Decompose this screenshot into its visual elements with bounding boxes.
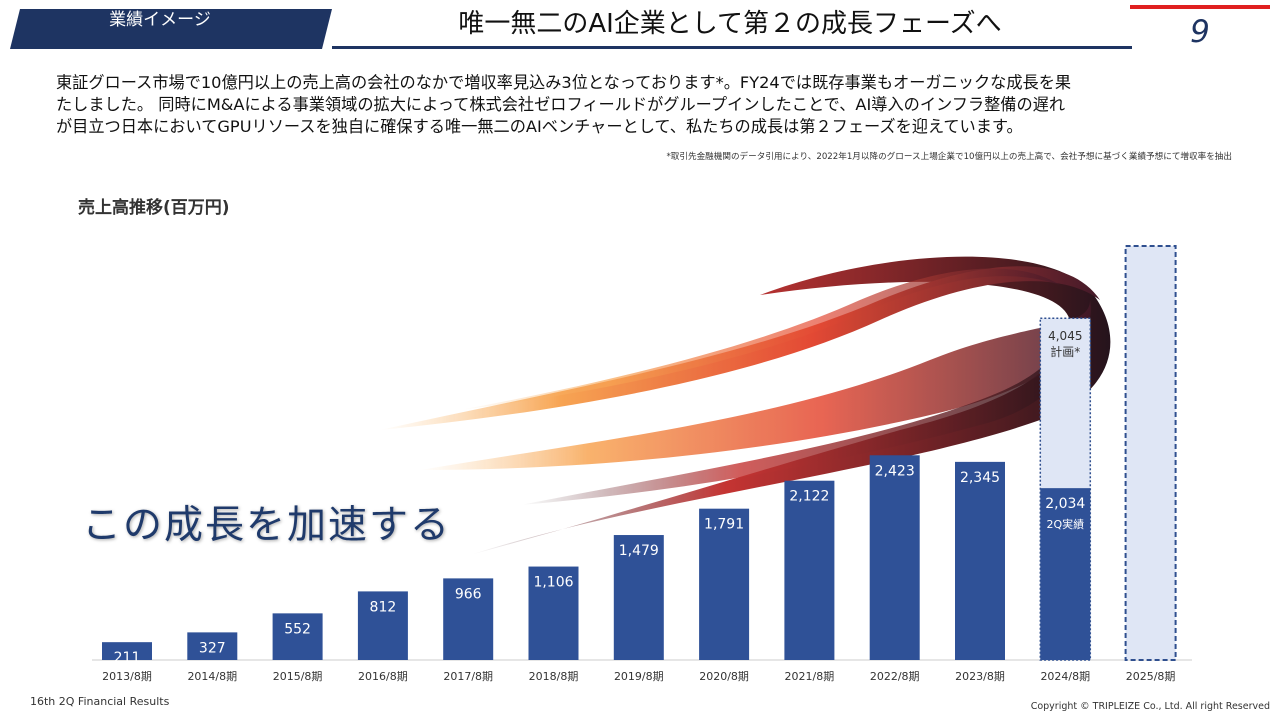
title-underline: [332, 46, 1132, 49]
bar-value-label: 552: [284, 621, 311, 637]
x-tick-label: 2025/8期: [1126, 670, 1176, 683]
intro-line: 東証グロース市場で10億円以上の売上高の会社のなかで増収率見込み3位となっており…: [56, 73, 1072, 92]
bar: [869, 455, 920, 660]
x-tick-label: 2024/8期: [1040, 670, 1090, 683]
bar: [699, 508, 750, 660]
x-tick-label: 2018/8期: [529, 670, 579, 683]
intro-line: たしました。 同時にM&Aによる事業領域の拡大によって株式会社ゼロフィールドがグ…: [56, 95, 1066, 114]
bar-value-label: 2,423: [875, 463, 915, 479]
bar-value-label: 211: [114, 650, 141, 666]
swoosh-illustration: [380, 256, 1111, 555]
bar: [613, 535, 664, 660]
page-number: 9: [1190, 14, 1210, 50]
intro-paragraph: 東証グロース市場で10億円以上の売上高の会社のなかで増収率見込み3位となっており…: [56, 72, 1236, 138]
x-tick-label: 2013/8期: [102, 670, 152, 683]
plan-note-label: 計画*: [1050, 344, 1080, 359]
section-tag: [10, 9, 332, 49]
bar-value-label: 1,479: [619, 543, 659, 559]
x-tick-label: 2023/8期: [955, 670, 1005, 683]
section-tag-label: 業績イメージ: [109, 10, 211, 30]
x-tick-label: 2022/8期: [870, 670, 920, 683]
bar: [272, 613, 323, 660]
plan-value-label: 4,045: [1048, 329, 1082, 343]
x-tick-label: 2021/8期: [785, 670, 835, 683]
bar: [357, 591, 408, 660]
bar: [443, 578, 494, 660]
bar: [784, 480, 835, 660]
actual-note-label: 2Q実績: [1046, 517, 1084, 531]
placeholder-bar: [1124, 245, 1177, 661]
footnote: *取引先金融機関のデータ引用により、2022年1月以降のグロース上場企業で10億…: [666, 152, 1232, 162]
page-title: 唯一無二のAI企業として第２の成長フェーズへ: [458, 9, 1002, 39]
bar-value-label: 2,122: [789, 489, 829, 505]
bar-value-label: 2,345: [960, 470, 1000, 486]
bar-value-label: 1,791: [704, 517, 744, 533]
bar-value-label: 812: [370, 599, 397, 615]
bar: [528, 566, 579, 660]
bar-value-label: 966: [455, 586, 482, 602]
bar: [187, 632, 238, 660]
bar-value-label: 1,106: [533, 575, 573, 591]
footer-copyright: Copyright © TRIPLEIZE Co., Ltd. All righ…: [1030, 701, 1270, 712]
x-tick-label: 2017/8期: [443, 670, 493, 683]
x-tick-label: 2016/8期: [358, 670, 408, 683]
accent-rule: [1130, 5, 1270, 9]
footer-report-name: 16th 2Q Financial Results: [30, 695, 170, 708]
bar-value-label: 327: [199, 640, 226, 656]
bar: [1040, 488, 1091, 660]
x-tick-label: 2019/8期: [614, 670, 664, 683]
x-tick-label: 2014/8期: [187, 670, 237, 683]
bar: [955, 461, 1005, 660]
x-tick-label: 2015/8期: [273, 670, 323, 683]
bar-value-label: 2,034: [1045, 496, 1085, 512]
x-tick-label: 2020/8期: [699, 670, 749, 683]
bar: [102, 642, 152, 660]
growth-headline: この成長を加速する: [82, 503, 452, 548]
intro-line: が目立つ日本においてGPUリソースを独自に確保する唯一無二のAIベンチャーとして…: [56, 117, 1023, 136]
chart-title: 売上高推移(百万円): [78, 198, 230, 218]
